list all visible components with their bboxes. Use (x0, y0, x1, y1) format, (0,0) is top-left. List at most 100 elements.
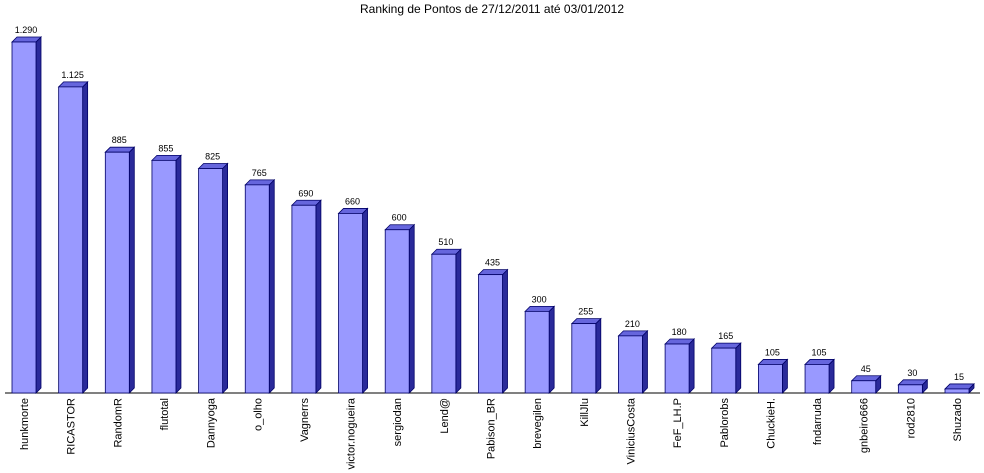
bar-side (548, 305, 555, 394)
value-label: 165 (718, 331, 733, 341)
bar-side (828, 358, 835, 394)
bar (384, 229, 410, 394)
bar-side (642, 329, 648, 394)
bar-side (82, 80, 89, 394)
bar-top (477, 269, 509, 276)
value-label: 435 (485, 258, 500, 268)
bar (198, 168, 224, 394)
x-tick-label: KillJlu (579, 398, 591, 427)
bar-side (315, 199, 322, 394)
value-label: 300 (532, 294, 547, 304)
value-label: 105 (812, 347, 827, 357)
bar-top (244, 179, 276, 186)
bar-side (35, 36, 42, 394)
value-label: 600 (392, 213, 407, 223)
bar (851, 380, 877, 394)
value-label: 105 (765, 347, 780, 357)
bar-side (735, 342, 742, 394)
bar (244, 184, 270, 394)
x-tick-label: brevegilen (532, 398, 544, 449)
x-tick-label: gnbeiro666 (859, 398, 871, 453)
x-tick-label: Shuzado (952, 398, 964, 441)
value-label: 255 (578, 307, 593, 317)
bar-side (408, 223, 415, 394)
bar (571, 323, 597, 394)
bar (524, 310, 550, 394)
bar (478, 274, 503, 394)
value-label: 1.125 (61, 70, 84, 80)
bar-top (104, 146, 136, 153)
bar-side (782, 358, 788, 394)
value-label: 1.290 (15, 25, 38, 35)
bar-top (664, 338, 696, 345)
bar-top (524, 305, 556, 312)
bar (104, 151, 130, 394)
bar-top (944, 383, 975, 390)
bar (431, 253, 457, 394)
x-tick-label: fndarruda (812, 397, 824, 445)
bar (338, 213, 363, 394)
bar-side (222, 162, 229, 394)
x-tick-label: RICASTOR (66, 398, 78, 455)
value-label: 660 (345, 196, 360, 206)
x-tick-label: Lend@ (439, 398, 451, 434)
bar-top (197, 163, 229, 169)
bar (618, 335, 643, 394)
bar (711, 347, 737, 394)
value-label: 510 (438, 237, 453, 247)
bar-top (57, 81, 89, 88)
bar-top (290, 199, 322, 206)
bar-top (570, 318, 602, 325)
bar-top (11, 36, 42, 43)
bar (58, 86, 84, 394)
bar-side (175, 154, 182, 394)
bar-top (337, 208, 369, 214)
bar (897, 384, 923, 394)
x-tick-label: sergiodan (392, 398, 404, 446)
value-label: 765 (252, 168, 267, 178)
value-label: 45 (861, 364, 871, 374)
value-label: 15 (954, 372, 964, 382)
bar-side (688, 338, 695, 394)
chart-title: Ranking de Pontos de 27/12/2011 até 03/0… (360, 2, 624, 16)
x-tick-label: o_olho (252, 398, 264, 431)
bar-side (502, 268, 508, 394)
bar-side (268, 178, 275, 394)
value-label: 210 (625, 319, 640, 329)
bar-side (455, 248, 462, 394)
x-tick-label: flutotal (159, 398, 171, 430)
value-label: 825 (205, 152, 220, 162)
bar (804, 364, 830, 394)
bar (151, 159, 177, 394)
bar (291, 204, 317, 394)
bar-top (897, 379, 929, 386)
bar-top (850, 375, 882, 382)
x-tick-label: hunkmorte (19, 398, 31, 450)
bar (664, 343, 690, 394)
x-tick-label: ViniciusCosta (625, 397, 637, 464)
bar-side (128, 146, 135, 394)
x-tick-label: FeF_LH.P (672, 398, 684, 448)
bar (11, 41, 37, 394)
bar-top (804, 359, 836, 365)
x-tick-label: Vagnerrs (299, 398, 311, 442)
x-tick-label: victor.nogueira (346, 397, 358, 469)
x-tick-label: ChuckieH. (765, 398, 777, 449)
value-label: 855 (158, 143, 173, 153)
x-tick-label: rod2810 (905, 398, 917, 438)
bar-top (430, 248, 462, 255)
bar-top (384, 224, 416, 231)
bar-top (150, 154, 182, 161)
bar-top (617, 330, 649, 337)
x-tick-label: Pabison_BR (486, 398, 498, 459)
bar-top (757, 359, 789, 365)
x-tick-label: Pablorobs (719, 398, 731, 448)
bar-top (710, 342, 742, 349)
x-tick-label: Dannyoga (206, 397, 218, 448)
value-label: 30 (907, 368, 917, 378)
value-label: 885 (112, 135, 127, 145)
value-label: 690 (298, 188, 313, 198)
x-tick-label: RandomR (112, 398, 124, 448)
value-label: 180 (672, 327, 687, 337)
